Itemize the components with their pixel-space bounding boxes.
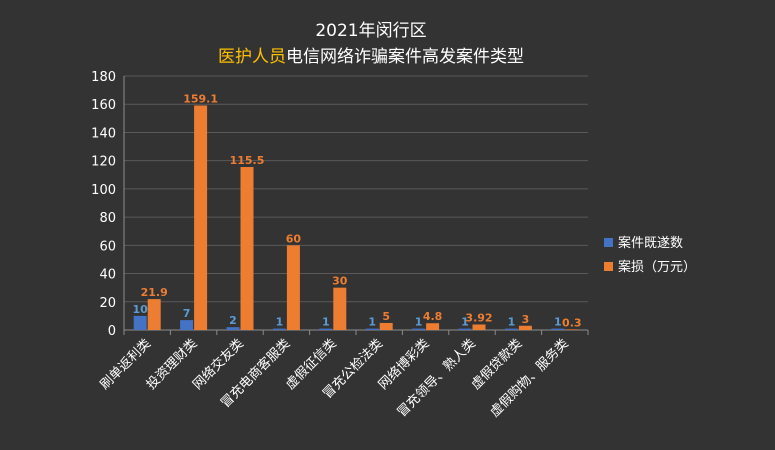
- y-tick-label: 80: [99, 211, 116, 226]
- bar-loss: [565, 329, 579, 330]
- data-label-cases: 7: [183, 307, 191, 320]
- legend-label-cases: 案件既遂数: [618, 236, 683, 251]
- chart-title-line1: 2021年闵行区: [315, 21, 426, 41]
- bar-loss: [472, 324, 486, 330]
- bar-cases: [226, 327, 240, 330]
- data-label-loss: 3.92: [465, 311, 492, 324]
- bar-cases: [272, 328, 286, 330]
- bar-cases: [458, 328, 472, 330]
- data-label-loss: 159.1: [183, 92, 218, 105]
- data-labels-layer: 10 7 2 1 1 1 1 1 1 1 21.9 159.1 115.5 60 30 5 4.8 3.92 3 0.…: [133, 92, 582, 329]
- x-category-label: 冒充领导、熟人类: [394, 336, 479, 421]
- data-label-loss: 3: [522, 313, 530, 326]
- y-tick-label: 100: [91, 183, 116, 198]
- bar-loss: [426, 323, 440, 330]
- data-label-cases: 1: [415, 316, 423, 329]
- y-tick-label: 160: [91, 98, 116, 113]
- data-label-cases: 1: [322, 316, 330, 329]
- bar-cases: [504, 328, 518, 330]
- y-tick-label: 120: [91, 155, 116, 170]
- bar-loss: [333, 287, 347, 330]
- data-label-loss: 30: [332, 275, 348, 288]
- data-label-cases: 1: [554, 316, 562, 329]
- legend-swatch-loss: [604, 262, 613, 271]
- legend-swatch-cases: [604, 238, 613, 247]
- data-label-cases: 1: [508, 316, 516, 329]
- data-label-cases: 1: [461, 316, 469, 329]
- data-label-loss: 0.3: [562, 317, 582, 330]
- x-categories-layer: 刷单返利类投资理财类网络交友类冒充电商客服类虚假征信类冒充公检法类网络博彩类冒充…: [97, 336, 571, 421]
- bar-loss: [147, 299, 161, 330]
- y-ticks-layer: 0 20 40 60 80 100 120 140 160 180: [91, 70, 116, 339]
- chart-title-highlight: 医护人员: [218, 47, 286, 67]
- chart-title-line2: 医护人员电信网络诈骗案件高发案件类型: [218, 47, 524, 67]
- y-tick-label: 60: [99, 239, 116, 254]
- data-label-loss: 60: [286, 232, 302, 245]
- bar-cases: [365, 328, 379, 330]
- data-label-loss: 115.5: [230, 154, 265, 167]
- bar-cases: [180, 320, 194, 330]
- data-label-loss: 5: [382, 310, 390, 323]
- data-label-cases: 1: [276, 316, 284, 329]
- y-tick-label: 20: [99, 296, 116, 311]
- data-label-cases: 10: [133, 303, 149, 316]
- bar-loss: [194, 105, 208, 331]
- bar-cases: [319, 328, 333, 330]
- bar-loss: [286, 245, 300, 330]
- y-tick-label: 180: [91, 70, 116, 85]
- bar-cases: [551, 328, 565, 330]
- data-label-loss: 21.9: [141, 286, 168, 299]
- y-tick-label: 140: [91, 126, 116, 141]
- data-label-loss: 4.8: [423, 310, 443, 323]
- data-label-cases: 1: [368, 316, 376, 329]
- data-label-cases: 2: [229, 314, 237, 327]
- grid-layer: [123, 75, 589, 335]
- bar-cases: [412, 328, 426, 330]
- x-category-label: 虚假购物、服务类: [487, 336, 572, 421]
- y-tick-label: 0: [108, 324, 116, 339]
- bar-loss: [240, 167, 254, 330]
- bar-loss: [379, 322, 393, 330]
- bars-layer: [133, 105, 579, 331]
- bar-cases: [133, 315, 147, 330]
- y-tick-label: 40: [99, 268, 116, 283]
- bar-loss: [518, 325, 532, 330]
- chart-title-rest: 电信网络诈骗案件高发案件类型: [286, 47, 524, 67]
- legend-label-loss: 案损（万元）: [618, 260, 696, 275]
